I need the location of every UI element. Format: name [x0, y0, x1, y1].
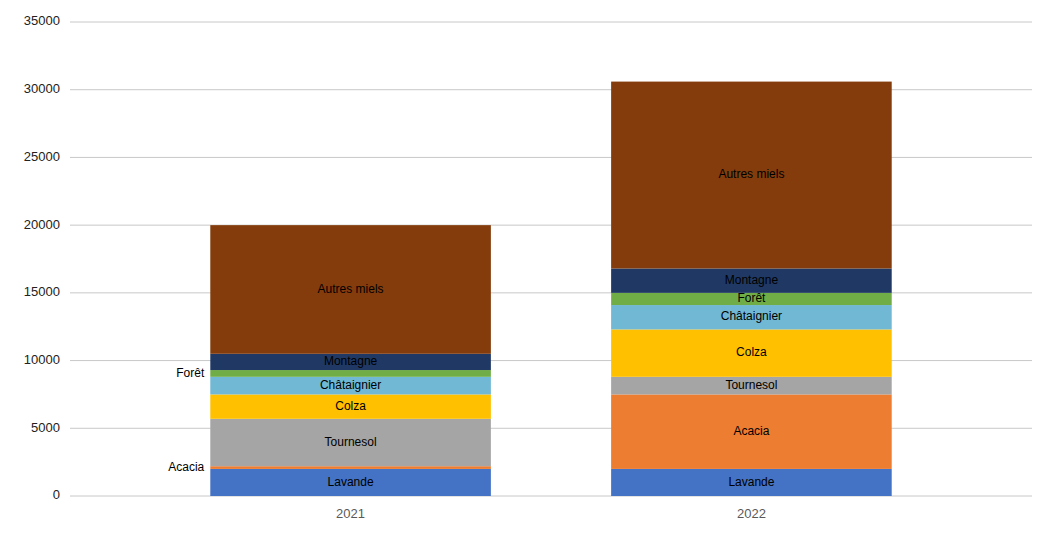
segment-label: Châtaignier: [320, 378, 381, 392]
bar-segment: [611, 469, 892, 496]
bar-segment: [611, 329, 892, 376]
segment-label: Colza: [736, 345, 767, 359]
bars: [210, 82, 891, 496]
y-tick-label: 15000: [24, 284, 60, 299]
segment-label: Tournesol: [725, 378, 777, 392]
segment-label: Forêt: [737, 291, 766, 305]
grid-line: [70, 22, 1032, 23]
segment-label: Tournesol: [325, 435, 377, 449]
chart-container: 0 5000 10000 15000 20000 25000 30000 35000 Lavan…: [0, 0, 1052, 540]
segment-label: Montagne: [324, 354, 378, 368]
segment-label: Acacia: [733, 424, 769, 438]
bar-segment: [210, 466, 491, 469]
bar-segment: [210, 370, 491, 377]
bar-segment: [611, 377, 892, 395]
y-axis: 0 5000 10000 15000 20000 25000 30000 35000: [24, 13, 60, 502]
segment-labels: Lavande Lavande Acacia Acacia Tournesol Tourn…: [168, 167, 784, 488]
x-tick-label: 2022: [737, 506, 766, 521]
y-tick-label: 30000: [24, 81, 60, 96]
segment-label: Acacia: [168, 460, 204, 474]
y-tick-label: 5000: [31, 420, 60, 435]
bar-segment: [210, 394, 491, 418]
bar-segment: [611, 82, 892, 269]
segment-label: Montagne: [725, 273, 779, 287]
segment-label: Châtaignier: [721, 309, 782, 323]
bar-segment: [611, 305, 892, 329]
segment-label: Lavande: [328, 475, 374, 489]
y-tick-label: 10000: [24, 352, 60, 367]
x-axis: 2021 2022: [336, 506, 766, 521]
bar-segment: [210, 354, 491, 370]
segment-label: Forêt: [176, 366, 205, 380]
bar-segment: [611, 268, 892, 292]
chart-svg: 0 5000 10000 15000 20000 25000 30000 35000 Lavan…: [0, 0, 1052, 540]
segment-label: Autres miels: [718, 167, 784, 181]
bar-segment: [611, 394, 892, 468]
y-tick-label: 35000: [24, 13, 60, 28]
y-tick-label: 20000: [24, 217, 60, 232]
x-tick-label: 2021: [336, 506, 365, 521]
bar-segment: [210, 377, 491, 395]
bar-segment: [210, 419, 491, 466]
bar-segment: [210, 225, 491, 354]
segment-label: Colza: [335, 399, 366, 413]
bar-segment: [210, 469, 491, 496]
y-tick-label: 0: [53, 487, 60, 502]
y-tick-label: 25000: [24, 149, 60, 164]
segment-label: Lavande: [728, 475, 774, 489]
grid: [70, 22, 1032, 496]
segment-label: Autres miels: [318, 282, 384, 296]
